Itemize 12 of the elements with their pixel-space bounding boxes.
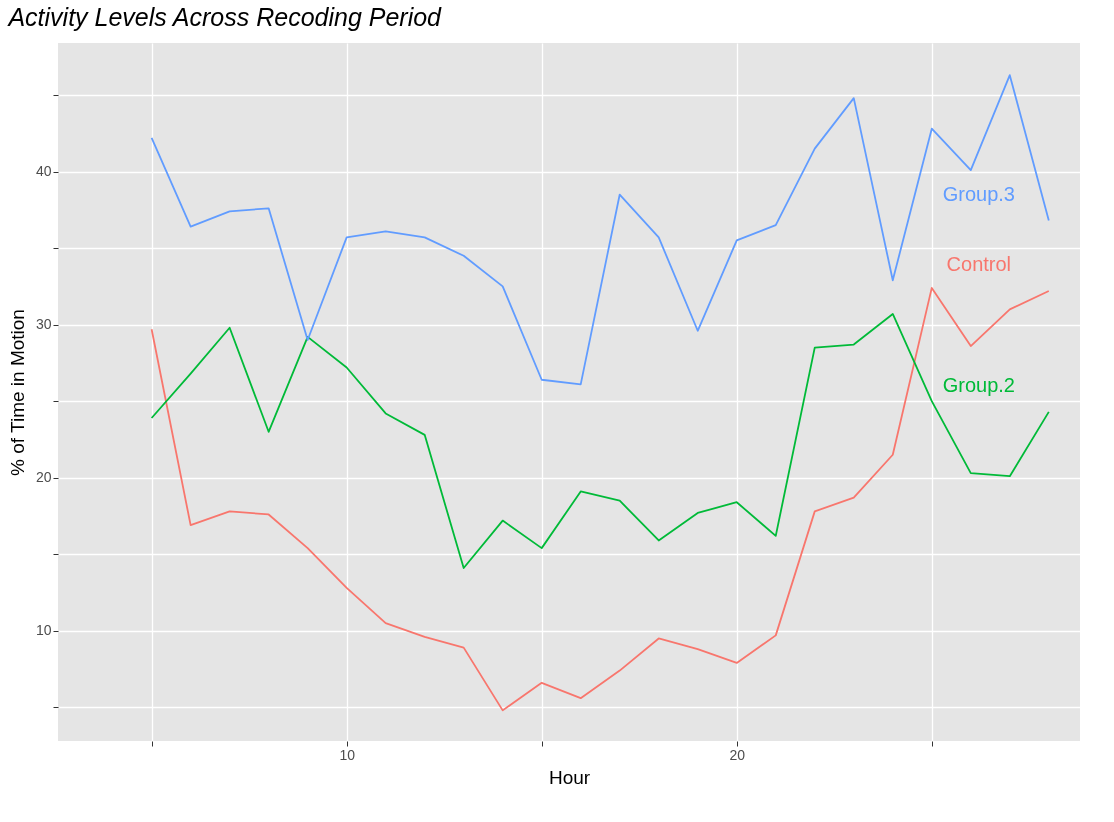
series-label: Group.2 [942,373,1015,396]
series-label: Control [946,252,1012,275]
y-tick-label: 10 [35,622,52,639]
line-series [150,313,1050,569]
series-label: Group.3 [942,182,1015,205]
y-tick-label: 30 [35,316,52,333]
chart-title: Activity Levels Across Recoding Period [6,3,443,31]
y-axis-title: % of Time in Motion [6,309,28,476]
y-tick-label: 20 [35,469,52,486]
line-series [150,287,1050,712]
y-tick-label: 40 [35,163,52,180]
x-axis-title: Hour [548,766,591,788]
